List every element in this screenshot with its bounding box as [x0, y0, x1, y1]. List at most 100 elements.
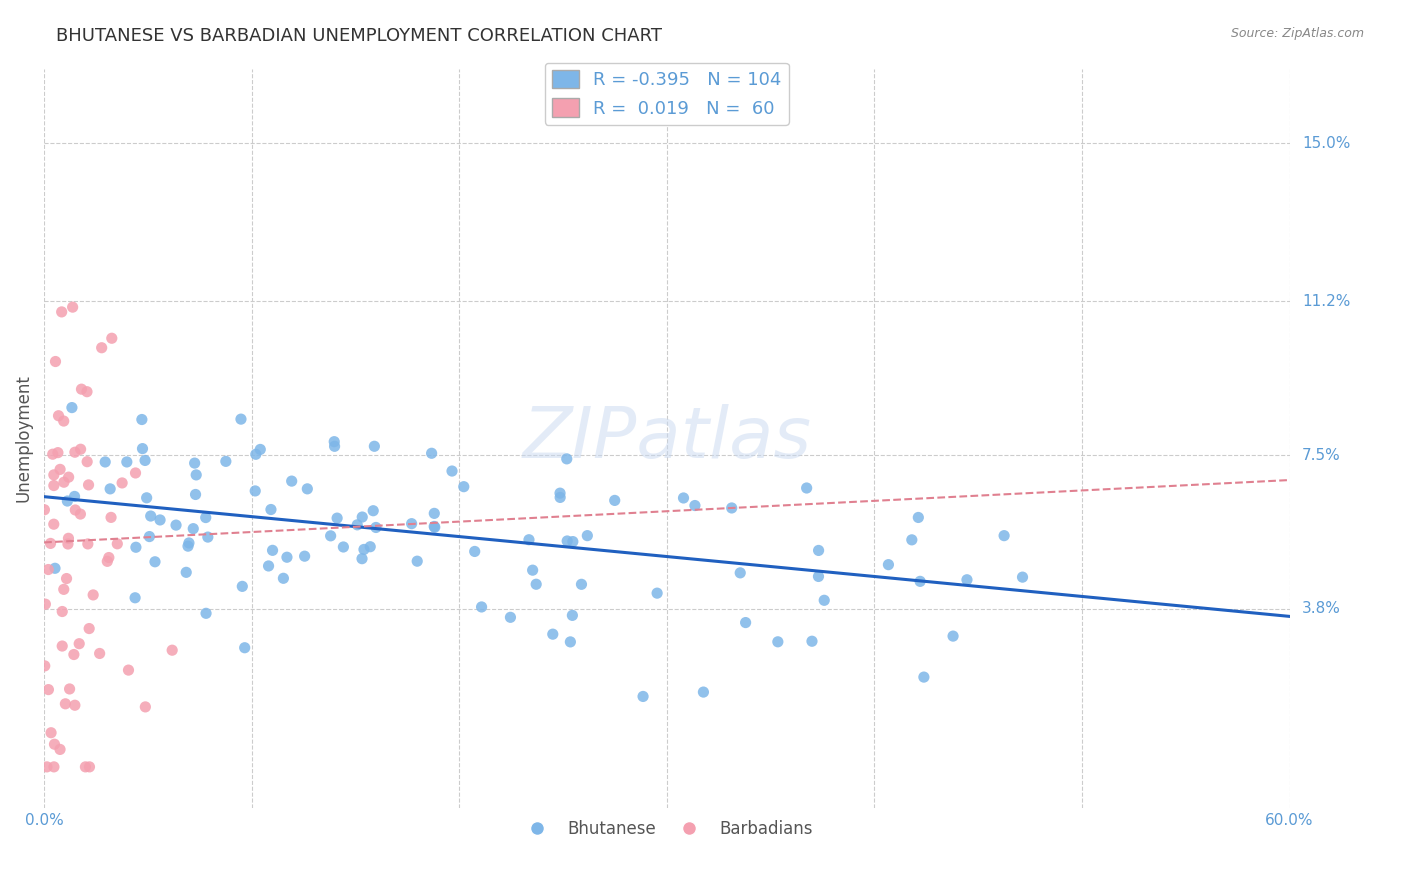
Point [58, 681, 80, 696]
Point [229, 412, 252, 426]
Point [79, 760, 101, 774]
Point [326, 511, 349, 525]
Point [877, 558, 900, 572]
Point [233, 640, 256, 655]
Point [942, 629, 965, 643]
Point [94, 455, 117, 469]
Y-axis label: Unemployment: Unemployment [15, 375, 32, 502]
Point [245, 447, 267, 461]
Point [44, 354, 66, 368]
Point [76, 537, 98, 551]
Point [42, 517, 65, 532]
Point [56, 537, 79, 551]
Point [908, 574, 931, 589]
Point [37, 682, 59, 697]
Point [42, 467, 65, 482]
Point [560, 635, 582, 649]
Point [453, 480, 475, 494]
Point [44, 561, 66, 575]
Point [363, 439, 385, 453]
Point [807, 569, 830, 583]
Point [901, 533, 924, 547]
Point [42, 760, 65, 774]
Text: Source: ZipAtlas.com: Source: ZipAtlas.com [1230, 27, 1364, 40]
Point [184, 487, 207, 501]
Point [56, 494, 79, 508]
Point [51, 605, 73, 619]
Point [956, 573, 979, 587]
Point [55, 697, 77, 711]
Point [423, 519, 446, 533]
Point [44, 737, 66, 751]
Point [555, 533, 578, 548]
Point [65, 503, 87, 517]
Point [41, 447, 63, 461]
Point [353, 542, 375, 557]
Point [907, 510, 929, 524]
Point [165, 518, 187, 533]
Point [58, 470, 80, 484]
Point [273, 571, 295, 585]
Point [257, 558, 280, 573]
Point [124, 591, 146, 605]
Point [177, 536, 200, 550]
Point [134, 699, 156, 714]
Point [69, 442, 91, 457]
Point [63, 490, 86, 504]
Point [350, 551, 373, 566]
Point [323, 439, 346, 453]
Point [138, 530, 160, 544]
Point [63, 445, 86, 459]
Point [34, 659, 56, 673]
Point [77, 622, 100, 636]
Point [117, 663, 139, 677]
Point [561, 608, 583, 623]
Point [440, 464, 463, 478]
Point [194, 510, 217, 524]
Point [517, 533, 540, 547]
Point [100, 510, 122, 524]
Point [35, 760, 58, 774]
Point [46, 445, 69, 459]
Point [245, 483, 267, 498]
Text: 15.0%: 15.0% [1302, 136, 1350, 151]
Point [69, 507, 91, 521]
Point [262, 543, 284, 558]
Point [406, 554, 429, 568]
Point [52, 475, 75, 490]
Point [174, 566, 197, 580]
Point [63, 698, 86, 713]
Point [346, 517, 368, 532]
Point [1011, 570, 1033, 584]
Point [76, 384, 98, 399]
Text: 3.8%: 3.8% [1302, 601, 1341, 616]
Point [912, 670, 935, 684]
Point [76, 455, 98, 469]
Point [801, 634, 824, 648]
Point [62, 300, 84, 314]
Point [197, 530, 219, 544]
Point [280, 474, 302, 488]
Point [294, 549, 316, 564]
Point [423, 520, 446, 534]
Point [423, 507, 446, 521]
Point [672, 491, 695, 505]
Point [499, 610, 522, 624]
Point [135, 491, 157, 505]
Point [796, 481, 818, 495]
Point [39, 725, 62, 739]
Point [555, 451, 578, 466]
Point [728, 566, 751, 580]
Point [67, 637, 90, 651]
Point [297, 482, 319, 496]
Point [97, 550, 120, 565]
Text: BHUTANESE VS BARBADIAN UNEMPLOYMENT CORRELATION CHART: BHUTANESE VS BARBADIAN UNEMPLOYMENT CORR… [56, 27, 662, 45]
Text: 7.5%: 7.5% [1302, 448, 1341, 463]
Point [124, 466, 146, 480]
Point [352, 510, 374, 524]
Point [125, 541, 148, 555]
Point [63, 648, 86, 662]
Point [471, 599, 494, 614]
Point [522, 563, 544, 577]
Point [70, 382, 93, 396]
